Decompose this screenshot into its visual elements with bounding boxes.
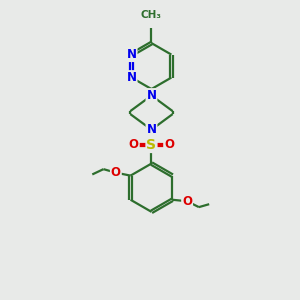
Text: N: N bbox=[127, 71, 136, 84]
Text: O: O bbox=[129, 139, 139, 152]
Text: S: S bbox=[146, 138, 157, 152]
Text: N: N bbox=[127, 48, 136, 61]
Text: N: N bbox=[146, 123, 157, 136]
Text: CH₃: CH₃ bbox=[141, 10, 162, 20]
Text: O: O bbox=[111, 166, 121, 179]
Text: N: N bbox=[146, 89, 157, 102]
Text: O: O bbox=[164, 139, 174, 152]
Text: O: O bbox=[182, 195, 192, 208]
